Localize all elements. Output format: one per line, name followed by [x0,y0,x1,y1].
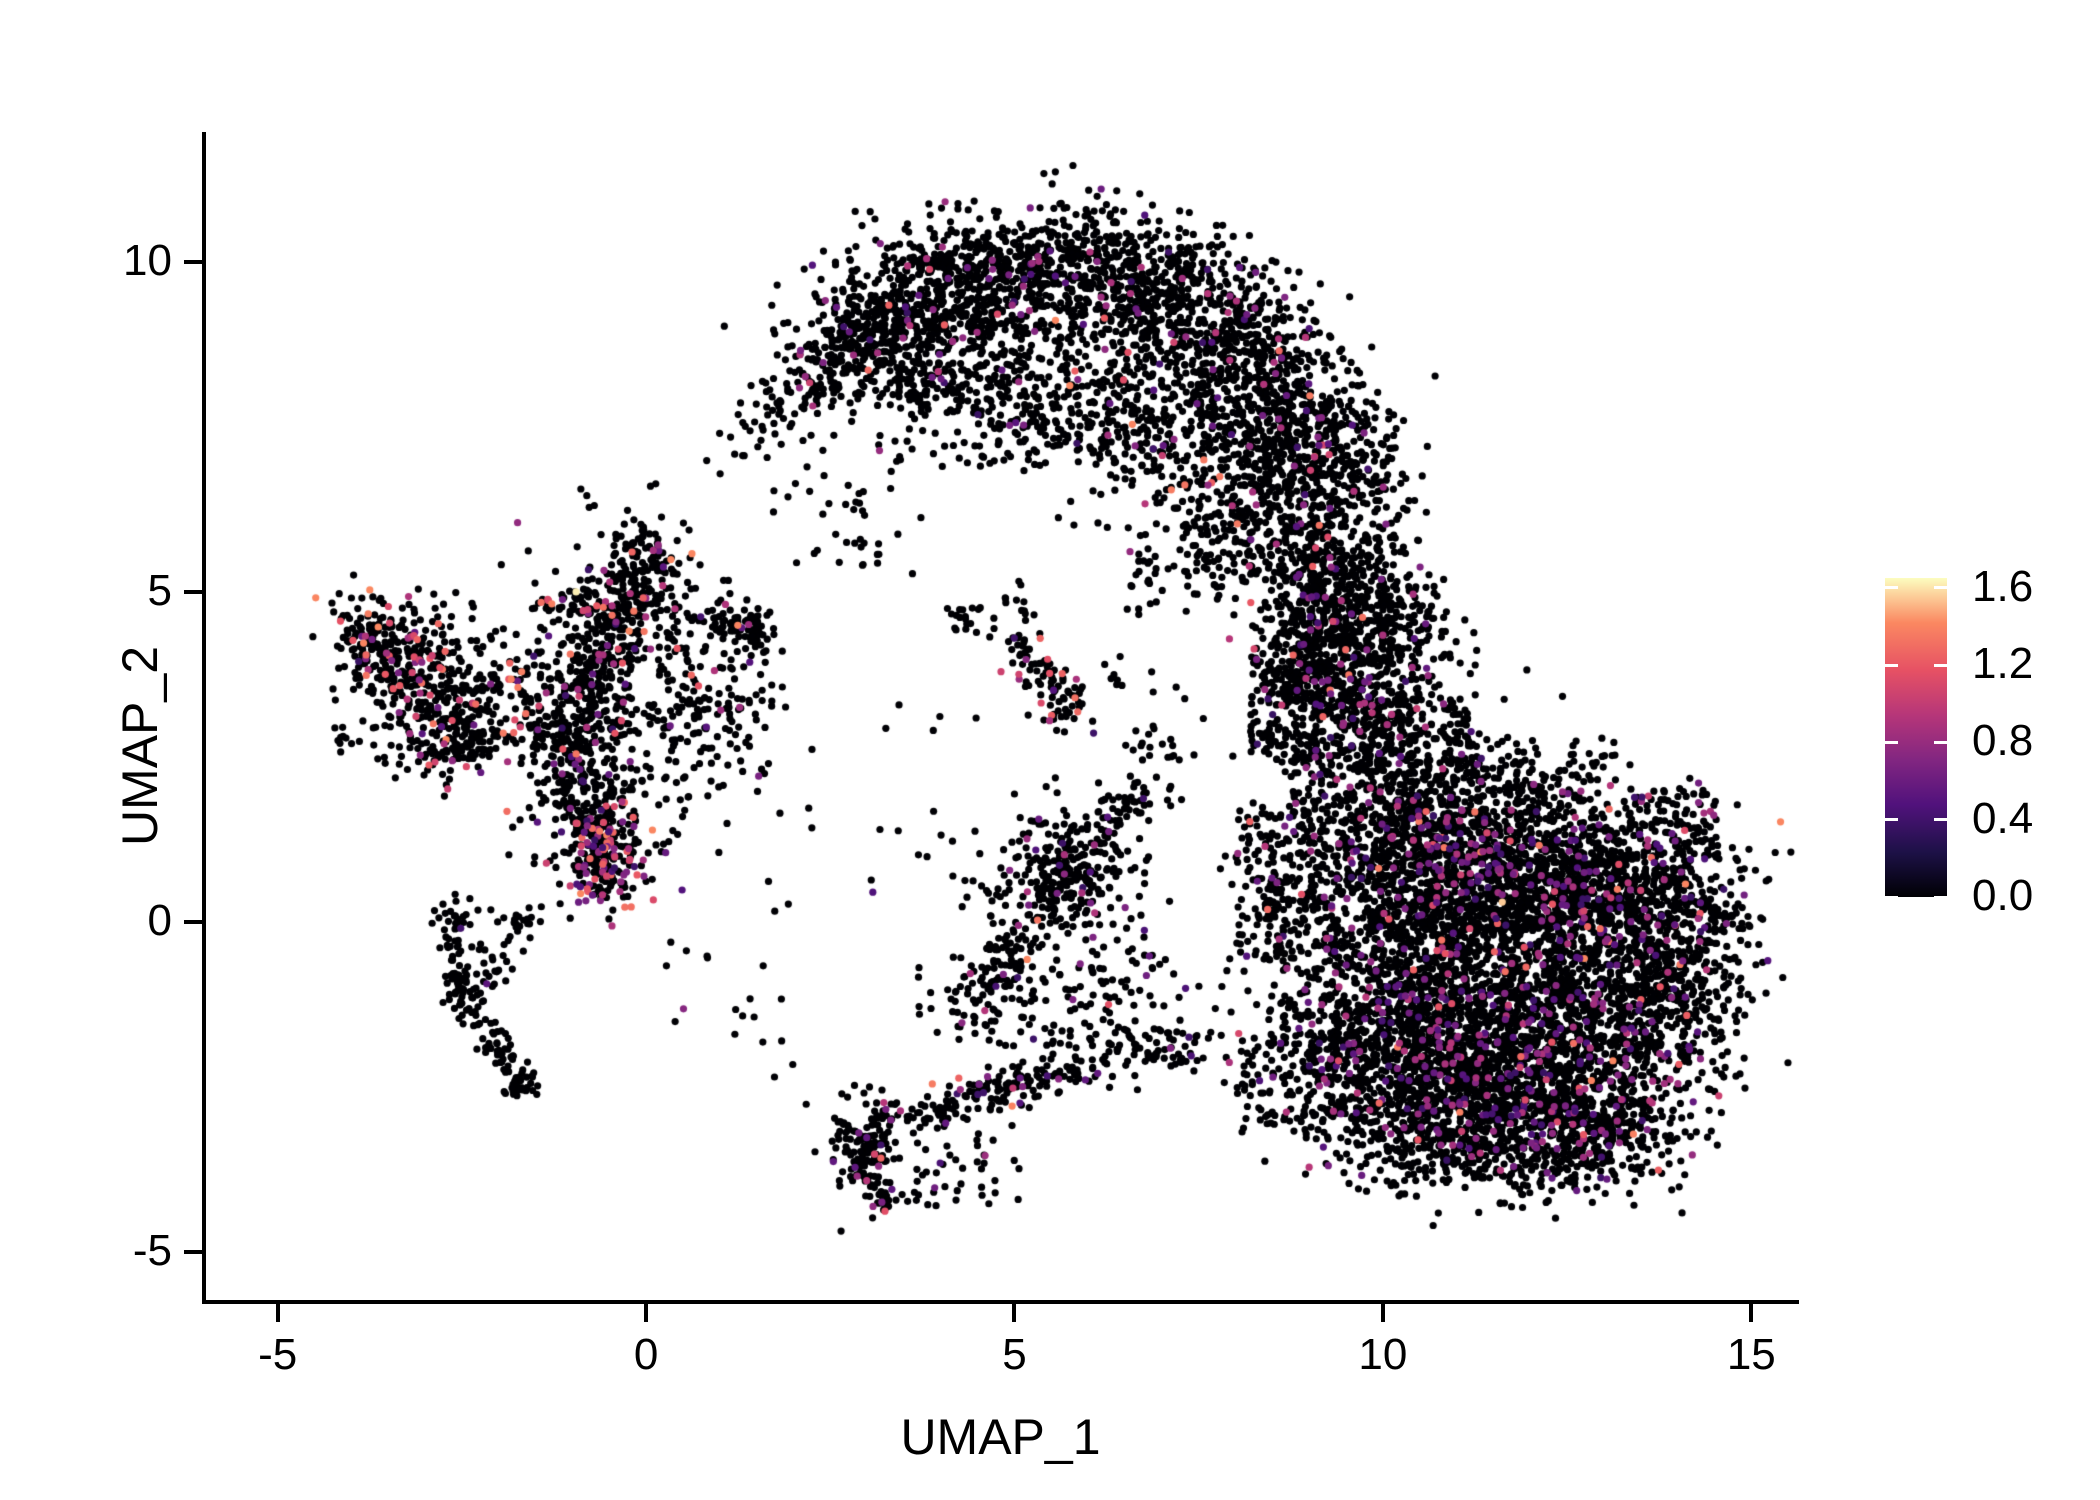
colorbar-tick-mark [1885,663,1898,667]
colorbar-tick-mark [1885,740,1898,744]
colorbar-tick-mark [1934,586,1947,590]
x-tick-mark [275,1304,280,1322]
y-axis-title: UMAP_2 [112,645,168,847]
colorbar-tick-mark [1885,586,1898,590]
x-axis-line [202,1300,1799,1304]
y-tick-label: 10 [123,236,172,285]
x-tick-label: 15 [1726,1330,1776,1379]
x-tick-label: 5 [1002,1330,1027,1379]
y-tick-mark [184,919,202,924]
y-axis-line [202,132,206,1304]
colorbar-tick-label: 0.0 [1972,871,2034,920]
colorbar-tick-mark [1934,740,1947,744]
colorbar-tick-mark [1934,895,1947,899]
x-tick-mark [1012,1304,1017,1322]
y-tick-mark [184,1249,202,1254]
colorbar-tick-mark [1885,895,1898,899]
colorbar-tick-label: 0.8 [1972,716,2034,766]
x-tick-mark [1380,1304,1385,1322]
x-tick-mark [644,1304,649,1322]
colorbar-tick-label: 1.6 [1972,561,2034,611]
y-tick-mark [184,260,202,264]
y-tick-label: -5 [132,1225,172,1275]
x-tick-label: 10 [1358,1330,1408,1379]
y-tick-label: 0 [147,895,172,945]
expression-colorbar [1885,578,1947,897]
y-tick-mark [184,589,202,594]
x-tick-label: 0 [633,1330,659,1379]
colorbar-tick-mark [1934,663,1947,667]
colorbar-tick-label: 0.4 [1972,793,2034,843]
y-tick-label: 5 [147,565,172,615]
colorbar-tick-label: 1.2 [1972,639,2034,688]
colorbar-tick-mark [1934,818,1947,822]
x-tick-mark [1749,1304,1754,1322]
x-tick-label: -5 [258,1330,298,1379]
colorbar-tick-mark [1885,818,1898,822]
x-axis-title: UMAP_1 [900,1409,1101,1465]
